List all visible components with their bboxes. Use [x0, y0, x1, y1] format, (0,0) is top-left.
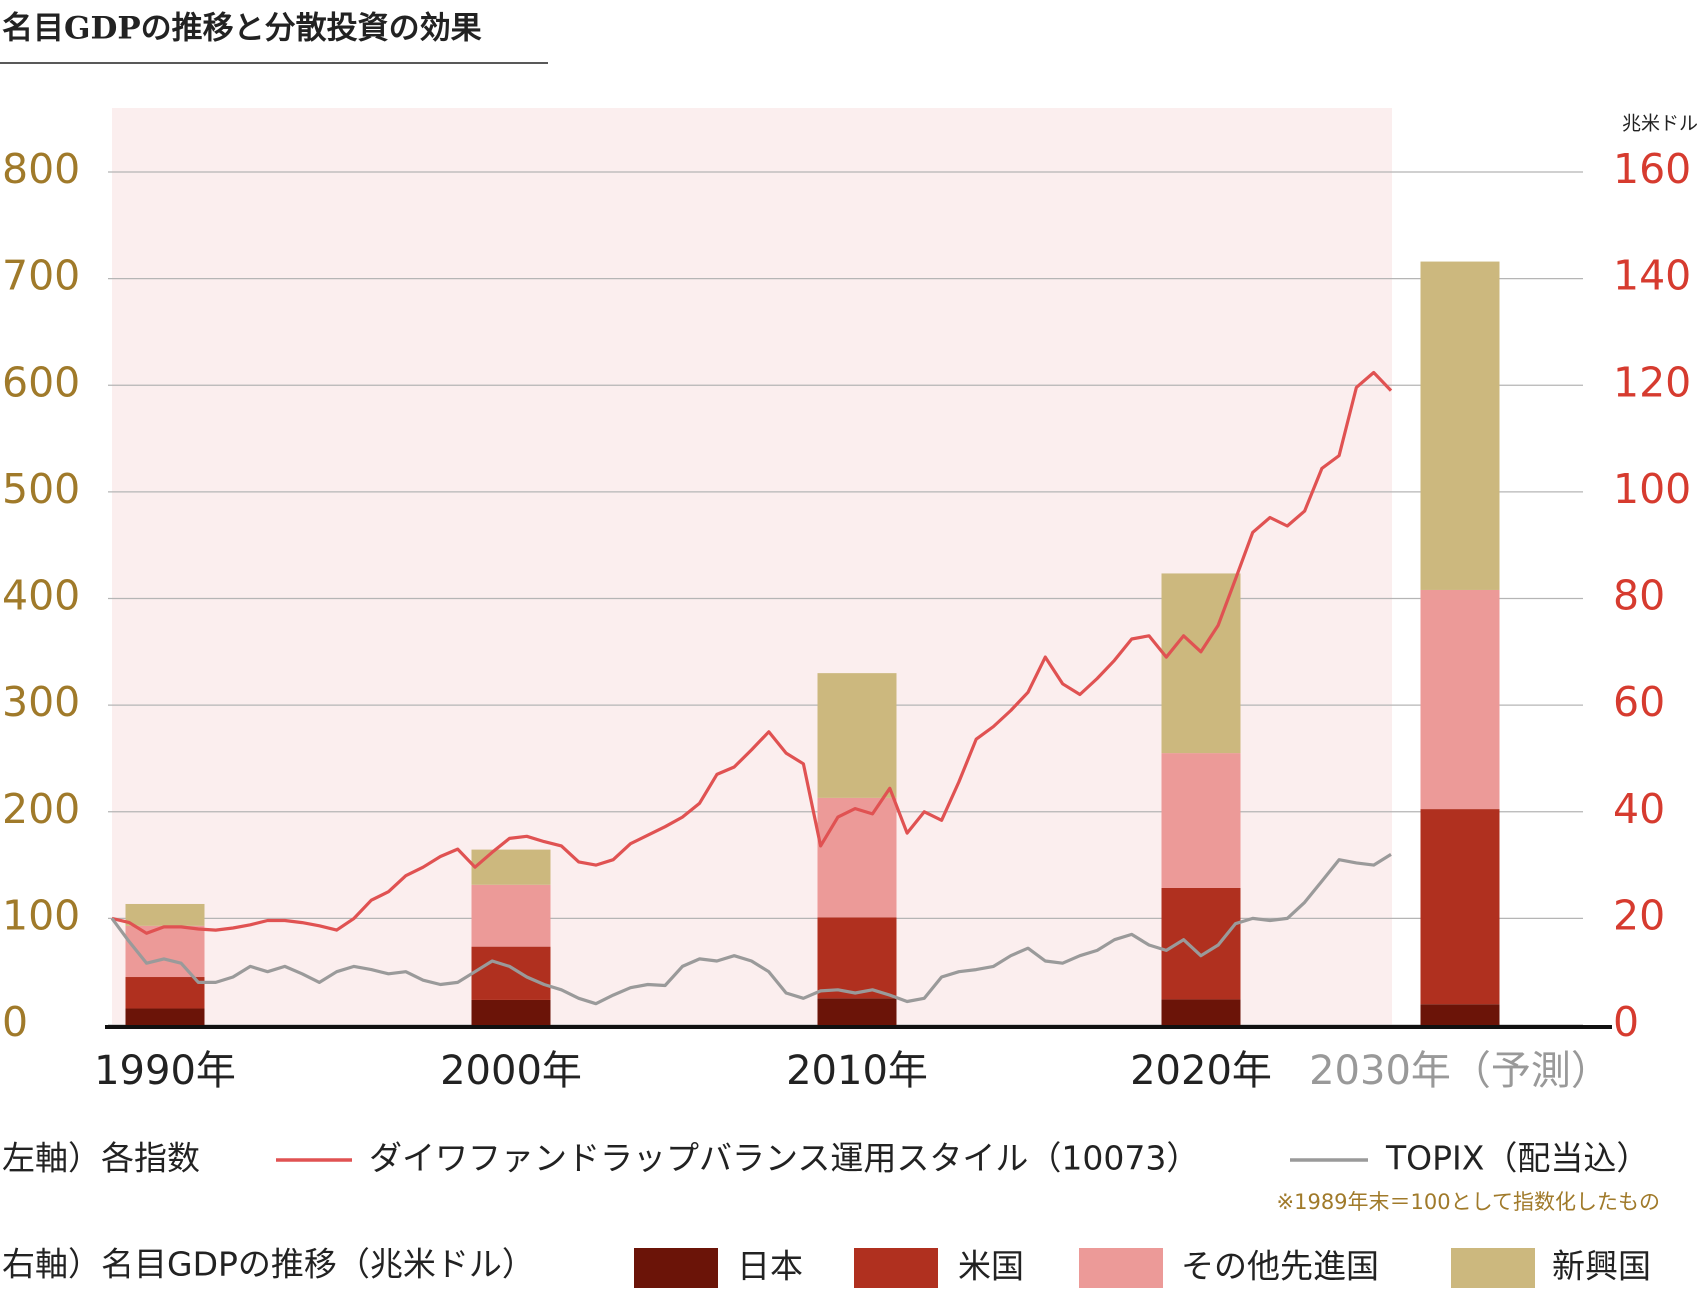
y2-unit: 兆米ドル — [1622, 113, 1698, 135]
legend-swatch — [634, 1248, 718, 1288]
bar — [1420, 261, 1500, 590]
x-tick-label: 2010年 — [786, 1048, 928, 1094]
y2-tick-label: 0 — [1613, 998, 1639, 1046]
y-tick-label: 600 — [2, 358, 80, 406]
bar — [1161, 999, 1241, 1025]
note: ※1989年末＝100として指数化したもの — [1277, 1190, 1661, 1214]
bar — [1161, 887, 1241, 1000]
bar — [1420, 1004, 1500, 1025]
y-tick-label: 400 — [2, 572, 80, 620]
y2-tick-label: 100 — [1613, 465, 1691, 513]
y-tick-label: 500 — [2, 465, 80, 513]
bar — [817, 673, 897, 798]
legend-label: 日本 — [737, 1247, 803, 1286]
bar — [471, 884, 551, 947]
legend-heading: 右軸）名目GDPの推移（兆米ドル） — [2, 1245, 535, 1284]
bar — [125, 977, 205, 1009]
legend-label: 米国 — [958, 1247, 1024, 1286]
y-tick-label: 100 — [2, 891, 80, 939]
y2-tick-label: 20 — [1613, 891, 1665, 939]
y2-tick-label: 60 — [1613, 678, 1665, 726]
legend-heading: 左軸）各指数 — [2, 1139, 200, 1178]
line — [110, 853, 1392, 1006]
legend-label: その他先進国 — [1181, 1247, 1379, 1286]
bar — [1161, 753, 1241, 888]
bar — [1420, 589, 1500, 810]
bar — [125, 1008, 205, 1025]
legend-label: TOPIX（配当込） — [1385, 1139, 1649, 1178]
y-tick-label: 800 — [2, 145, 80, 193]
x-tick-label: 2030年（予測） — [1309, 1048, 1611, 1094]
y-tick-label: 200 — [2, 785, 80, 833]
y-tick-label: 300 — [2, 678, 80, 726]
bar — [1420, 809, 1500, 1005]
x-tick-label: 1990年 — [94, 1048, 236, 1094]
x-tick-label: 2020年 — [1130, 1048, 1272, 1094]
legend-swatch — [1079, 1248, 1163, 1288]
bar — [125, 903, 205, 926]
y2-tick-label: 80 — [1613, 572, 1665, 620]
bar — [471, 946, 551, 1000]
bar — [471, 999, 551, 1025]
bar — [817, 797, 897, 918]
legend-label: 新興国 — [1552, 1247, 1651, 1286]
bar — [471, 849, 551, 885]
legend-label: ダイワファンドラップバランス運用スタイル（10073） — [369, 1139, 1199, 1178]
line — [111, 370, 1393, 935]
bar — [817, 998, 897, 1025]
x-tick-label: 2000年 — [440, 1048, 582, 1094]
y2-tick-label: 160 — [1613, 145, 1691, 193]
y-tick-label: 700 — [2, 252, 80, 300]
y2-tick-label: 140 — [1613, 252, 1691, 300]
bar — [817, 917, 897, 999]
chart-title: 名目GDPの推移と分散投資の効果 — [2, 11, 482, 47]
y-tick-label: 0 — [2, 998, 28, 1046]
legend-swatch — [1451, 1248, 1535, 1288]
y2-tick-label: 120 — [1613, 358, 1691, 406]
legend-swatch — [854, 1248, 938, 1288]
y2-tick-label: 40 — [1613, 785, 1665, 833]
